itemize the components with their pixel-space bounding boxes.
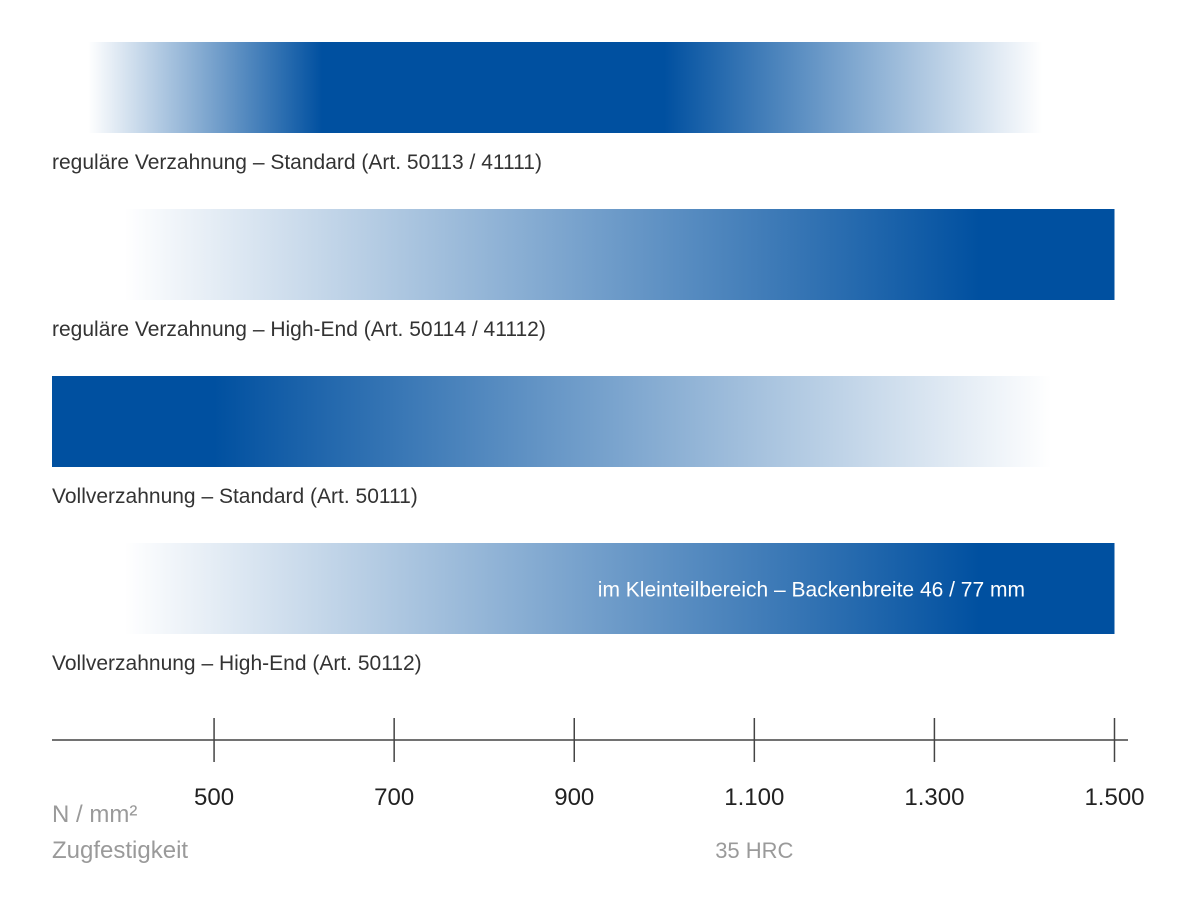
- range-bar-4: [124, 543, 1115, 634]
- bar-label-3: Vollverzahnung – Standard (Art. 50111): [52, 485, 418, 508]
- bars-layer: reguläre Verzahnung – Standard (Art. 501…: [52, 42, 1115, 675]
- axis-title: Zugfestigkeit: [52, 837, 188, 864]
- range-bar-2: [124, 209, 1115, 300]
- tick-label: 1.300: [904, 784, 964, 811]
- tick-label: 900: [554, 784, 594, 811]
- tick-label: 1.500: [1084, 784, 1144, 811]
- hrc-marker-label: 35 HRC: [715, 838, 793, 863]
- tick-label: 1.100: [724, 784, 784, 811]
- tick-label: 700: [374, 784, 414, 811]
- tick-label: 500: [194, 784, 234, 811]
- bar-label-2: reguläre Verzahnung – High-End (Art. 501…: [52, 318, 546, 341]
- bar-label-4: Vollverzahnung – High-End (Art. 50112): [52, 652, 422, 675]
- unit-label: N / mm²: [52, 801, 137, 828]
- range-bar-1: [88, 42, 1043, 133]
- bar-label-1: reguläre Verzahnung – Standard (Art. 501…: [52, 151, 542, 174]
- x-axis: 500 700 900 1.100 1.300 1.500 35 HRC: [52, 718, 1145, 863]
- bar-inner-label: im Kleinteilbereich – Backenbreite 46 / …: [598, 579, 1025, 602]
- range-bar-3: [52, 376, 1052, 467]
